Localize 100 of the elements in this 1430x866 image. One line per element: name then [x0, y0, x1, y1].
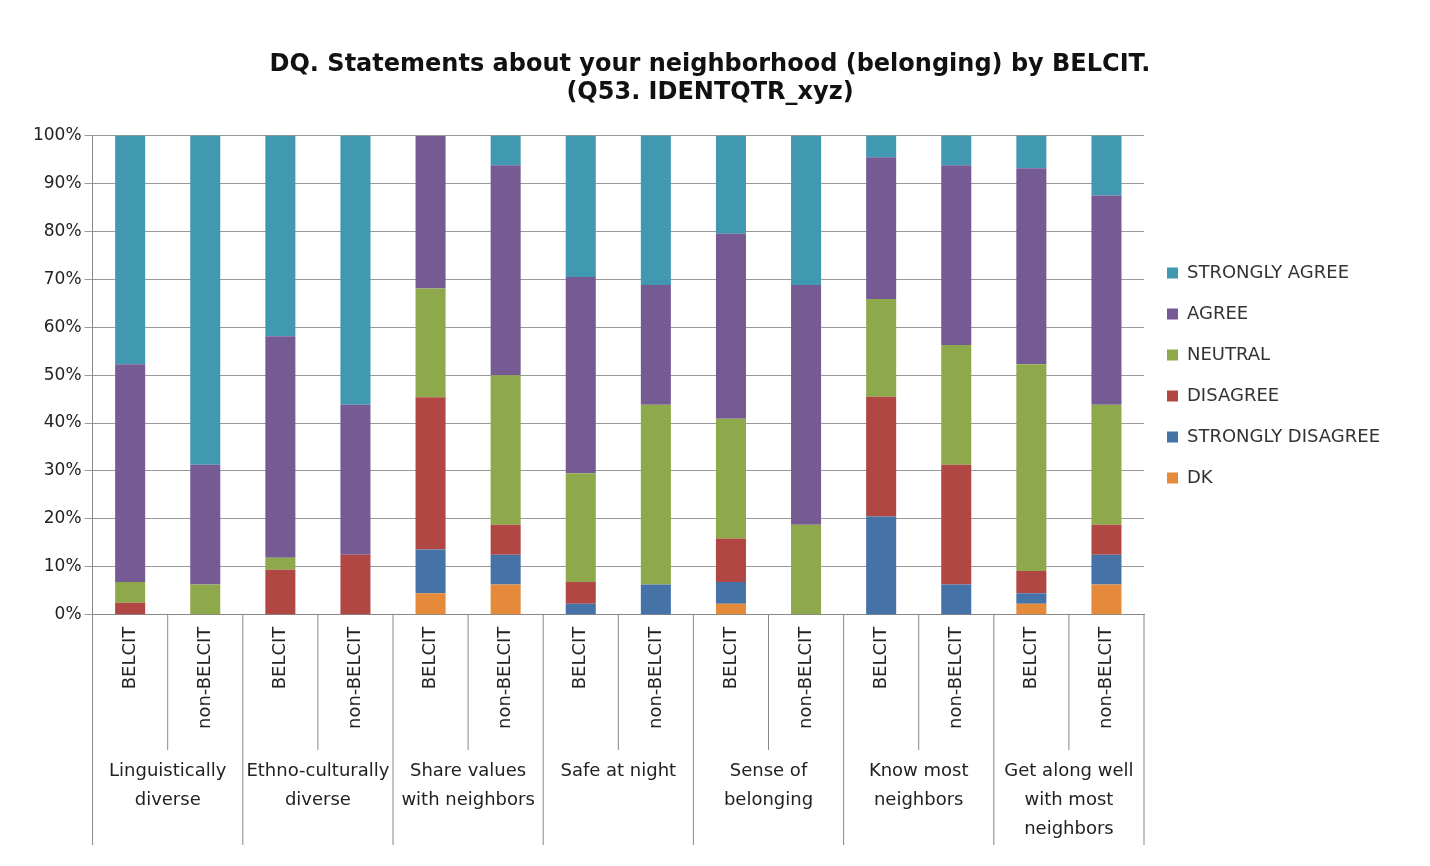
bar — [1091, 554, 1122, 585]
legend-label: DK — [1187, 465, 1214, 487]
bar — [115, 582, 146, 603]
text: Know most neighbors — [868, 758, 969, 809]
bar — [490, 584, 521, 615]
bar — [1016, 603, 1047, 615]
x-tick-label: BELCIT — [568, 625, 590, 690]
bar — [490, 524, 521, 555]
bar — [415, 549, 446, 594]
bar — [415, 397, 446, 550]
x-tick-label: non-BELCIT — [343, 625, 365, 730]
bar — [1091, 135, 1122, 196]
chart-title: DQ. Statements about your neighborhood (belonging) by BELCIT. (Q53. IDENTQTR_xyz) — [269, 48, 1151, 106]
text: Sense of belonging — [723, 758, 814, 809]
x-tick-label: non-BELCIT — [793, 625, 815, 730]
bar — [640, 584, 671, 615]
bar — [490, 135, 521, 166]
x-tick-label: non-BELCIT — [943, 625, 965, 730]
legend-label: NEUTRAL — [1187, 342, 1271, 364]
bar — [565, 276, 596, 474]
bar — [1016, 593, 1047, 604]
bar — [640, 135, 671, 286]
bar — [715, 538, 746, 583]
x-tick-label: non-BELCIT — [493, 625, 515, 730]
bar — [715, 135, 746, 234]
y-tick-label: 100% — [32, 124, 82, 145]
x-tick-label: non-BELCIT — [643, 625, 665, 730]
bar — [340, 135, 371, 405]
bar — [1016, 168, 1047, 365]
bar — [115, 602, 146, 615]
y-tick-label: 60% — [43, 315, 82, 336]
y-tick-label: 50% — [43, 363, 82, 384]
x-tick-label: BELCIT — [117, 625, 139, 690]
bar — [190, 135, 221, 465]
bar — [490, 554, 521, 585]
x-tick-label: BELCIT — [868, 625, 890, 690]
x-tick-label: non-BELCIT — [1094, 625, 1116, 730]
y-tick-label: 20% — [43, 507, 82, 528]
bar — [565, 603, 596, 615]
bar — [791, 285, 822, 525]
legend-label: DISAGREE — [1187, 383, 1280, 405]
bar — [565, 582, 596, 604]
bar — [1016, 135, 1047, 169]
bar — [941, 344, 972, 465]
bar — [115, 135, 146, 365]
bar — [866, 157, 897, 299]
bar — [715, 233, 746, 419]
x-tick-label: non-BELCIT — [192, 625, 214, 730]
y-tick-label: 90% — [43, 171, 82, 192]
text: Safe at night — [560, 758, 677, 780]
bar — [115, 364, 146, 583]
text: Linguistically diverse — [109, 758, 227, 809]
y-tick-label: 0% — [54, 603, 82, 624]
bar — [1016, 364, 1047, 572]
y-tick-label: 70% — [43, 267, 82, 288]
x-tick-label: BELCIT — [1019, 625, 1041, 690]
bar — [866, 516, 897, 615]
bar — [415, 593, 446, 615]
bar — [1091, 195, 1122, 405]
bar — [1091, 404, 1122, 525]
x-tick-label: BELCIT — [268, 625, 290, 690]
bar — [941, 135, 972, 166]
y-tick-label: 10% — [43, 555, 82, 576]
bar — [866, 135, 897, 158]
bar — [490, 165, 521, 376]
bar — [1091, 524, 1122, 555]
legend-label: AGREE — [1187, 301, 1249, 323]
bar — [490, 375, 521, 525]
bar — [265, 135, 296, 337]
bar — [265, 336, 296, 558]
bar — [640, 404, 671, 585]
bar — [715, 603, 746, 615]
bar — [565, 135, 596, 277]
bar — [340, 404, 371, 555]
x-tick-label: BELCIT — [418, 625, 440, 690]
legend-label: STRONGLY DISAGREE — [1187, 424, 1381, 446]
bar — [265, 557, 296, 570]
bar — [265, 569, 296, 615]
bar — [941, 464, 972, 585]
bar — [190, 464, 221, 585]
bar — [791, 135, 822, 286]
bar — [866, 396, 897, 517]
bar — [715, 418, 746, 539]
bar — [1091, 584, 1122, 615]
x-tick-label: BELCIT — [718, 625, 740, 690]
bar — [941, 584, 972, 615]
text: Get along well with most neighbors — [1004, 758, 1134, 838]
legend-label: STRONGLY AGREE — [1187, 260, 1350, 282]
bar — [1016, 571, 1047, 594]
bar — [866, 298, 897, 397]
bar — [340, 554, 371, 615]
bar — [791, 524, 822, 615]
bar — [941, 165, 972, 345]
bar — [190, 584, 221, 615]
text: Share values with neighbors — [401, 758, 535, 809]
text: Ethno-culturally diverse — [246, 758, 390, 809]
y-tick-label: 80% — [43, 219, 82, 240]
bar — [715, 582, 746, 604]
bar — [415, 288, 446, 398]
bar — [640, 285, 671, 405]
